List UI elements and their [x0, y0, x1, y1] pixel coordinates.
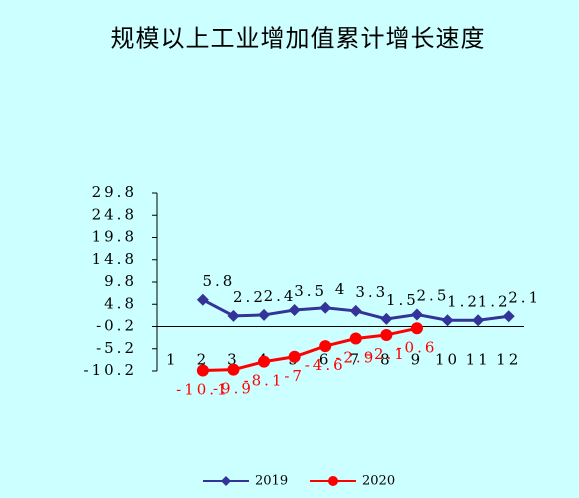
point	[502, 310, 515, 323]
data-label: 3.5	[294, 282, 327, 300]
point	[319, 340, 332, 353]
data-label: -9.9	[213, 380, 254, 398]
point	[196, 293, 209, 306]
point	[349, 304, 362, 317]
point	[410, 308, 423, 321]
data-label: 2.2	[233, 288, 266, 306]
legend-marker	[328, 476, 338, 486]
point	[380, 312, 393, 325]
x-tick-label: 7	[350, 351, 363, 369]
point	[196, 364, 209, 377]
data-label: 1.2	[478, 292, 511, 310]
x-tick-label: 2	[197, 351, 210, 369]
x-tick-label: 1	[166, 351, 179, 369]
point	[258, 308, 271, 321]
y-tick-label: 29.8	[92, 183, 137, 201]
data-label: -2.1	[366, 345, 407, 363]
data-label: -4.6	[305, 356, 346, 374]
y-tick-label: 4.8	[104, 294, 137, 312]
x-tick-label: 8	[380, 351, 393, 369]
point	[380, 328, 393, 341]
legend-marker	[221, 476, 231, 486]
x-tick-label: 6	[319, 351, 332, 369]
data-label: -7	[284, 367, 305, 385]
data-label: -2.9	[335, 349, 376, 367]
x-tick-label: 3	[227, 351, 240, 369]
data-label: -10.1	[176, 381, 229, 399]
y-tick-label: 14.8	[92, 250, 137, 268]
data-label: 2.5	[417, 286, 450, 304]
point	[441, 314, 454, 327]
data-label: -0.6	[396, 338, 437, 356]
point	[288, 304, 301, 317]
legend-label: 2019	[255, 474, 288, 489]
x-tick-label: 9	[411, 351, 424, 369]
data-label: 1.2	[447, 292, 480, 310]
data-label: 5.8	[202, 272, 235, 290]
data-label: 3.3	[355, 283, 388, 301]
legend-label: 2020	[362, 474, 395, 489]
data-label: 1.5	[386, 291, 419, 309]
point	[227, 363, 240, 376]
y-tick-label: -0.2	[96, 317, 137, 335]
x-tick-label: 11	[466, 351, 491, 369]
y-tick-label: -10.2	[84, 361, 137, 379]
data-label: 2.4	[264, 287, 297, 305]
y-tick-label: 24.8	[92, 205, 137, 223]
data-label: 4	[335, 280, 348, 298]
data-label: -8.1	[244, 372, 285, 390]
point	[258, 355, 271, 368]
data-label: 2.1	[508, 288, 541, 306]
point	[349, 332, 362, 345]
y-tick-label: 19.8	[92, 228, 137, 246]
x-tick-label: 12	[496, 351, 521, 369]
x-tick-label: 10	[435, 351, 460, 369]
point	[227, 309, 240, 322]
point	[319, 301, 332, 314]
point	[472, 314, 485, 327]
point	[288, 350, 301, 363]
y-tick-label: 9.8	[104, 272, 137, 290]
point	[410, 322, 423, 335]
chart-title: 规模以上工业增加值累计增长速度	[111, 25, 486, 53]
y-tick-label: -5.2	[96, 339, 137, 357]
